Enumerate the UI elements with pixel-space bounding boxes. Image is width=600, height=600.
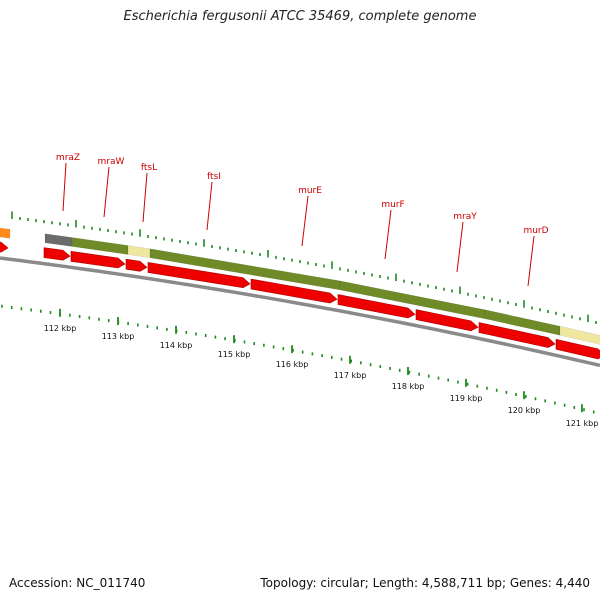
scale-label: 121 kbp xyxy=(566,419,599,428)
gene-leader-line xyxy=(103,166,110,218)
gene-label-ftsI: ftsI xyxy=(207,172,221,182)
scale-label: 120 kbp xyxy=(508,406,541,415)
backbone-layer xyxy=(0,256,600,368)
cds-arrow xyxy=(555,338,600,360)
scale-label: 116 kbp xyxy=(276,360,309,369)
gene-leader-line xyxy=(142,172,148,223)
gene-leader-line xyxy=(301,195,309,247)
scale-label: 117 kbp xyxy=(334,371,367,380)
cds-arrow xyxy=(337,294,416,319)
cds-arrow xyxy=(147,262,251,289)
feature-segment-gray xyxy=(44,233,73,247)
gene-leader-line xyxy=(527,235,535,287)
cds-arrow xyxy=(70,250,126,269)
gene-label-mraY: mraY xyxy=(453,212,477,222)
accession-text: Accession: NC_011740 xyxy=(9,576,146,590)
gene-label-layer: mraZ mraW ftsL ftsI murE murF mraY murD xyxy=(56,153,549,287)
map-title: Escherichia fergusonii ATCC 35469, compl… xyxy=(123,9,477,24)
scale-label: 115 kbp xyxy=(218,350,251,359)
gene-leader-line xyxy=(62,162,67,212)
gene-label-ftsL: ftsL xyxy=(141,163,157,173)
scale-label: 112 kbp xyxy=(44,324,77,333)
cds-arrow xyxy=(415,309,479,332)
cds-arrow xyxy=(250,278,338,304)
gene-leader-line xyxy=(384,209,392,260)
cds-arrow xyxy=(125,258,148,272)
cds-layer xyxy=(0,241,600,360)
scale-label: 114 kbp xyxy=(160,341,193,350)
gene-label-mraW: mraW xyxy=(98,157,125,167)
gene-label-murE: murE xyxy=(298,186,322,196)
feature-segment-pale xyxy=(127,245,151,259)
gene-label-murD: murD xyxy=(523,226,548,236)
feature-segment xyxy=(71,237,129,255)
scale-label-layer: 112 kbp 113 kbp 114 kbp 115 kbp 116 kbp 117 k… xyxy=(44,324,599,428)
gene-label-murF: murF xyxy=(381,200,404,210)
scale-label: 113 kbp xyxy=(102,332,135,341)
backbone-line xyxy=(0,256,600,368)
scale-label: 118 kbp xyxy=(392,382,425,391)
cds-arrow xyxy=(0,241,9,253)
gene-label-mraZ: mraZ xyxy=(56,153,80,163)
cds-arrow xyxy=(43,247,71,261)
gene-leader-line xyxy=(456,221,464,273)
gene-leader-line xyxy=(206,181,213,231)
genome-summary-text: Topology: circular; Length: 4,588,711 bp… xyxy=(260,576,590,590)
feature-layer xyxy=(0,227,600,345)
cds-arrow xyxy=(478,322,556,348)
tick-layer xyxy=(1,211,597,414)
scale-label: 119 kbp xyxy=(450,394,483,403)
feature-segment-pale xyxy=(559,325,600,345)
feature-segment-orange xyxy=(0,227,11,239)
